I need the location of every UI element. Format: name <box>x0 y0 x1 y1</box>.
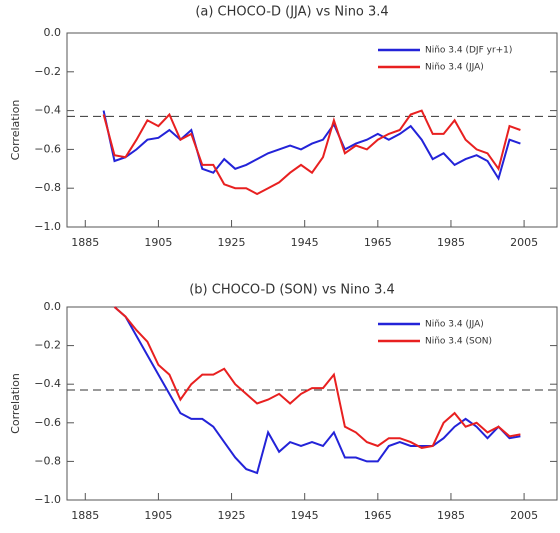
x-tick-label: 1885 <box>71 509 99 522</box>
x-tick-label: 1905 <box>144 509 172 522</box>
y-tick-label: −0.2 <box>34 339 61 352</box>
data-line <box>102 110 521 181</box>
y-tick-label: −0.8 <box>34 181 61 194</box>
x-tick-label: 2005 <box>510 236 538 249</box>
y-tick-label: −0.8 <box>34 454 61 467</box>
legend-label: Niño 3.4 (DJF yr+1) <box>425 46 512 56</box>
x-tick-label: 1965 <box>364 509 392 522</box>
y-tick-label: 0.0 <box>44 26 62 39</box>
x-tick-label: 1885 <box>71 236 99 249</box>
x-tick-label: 1965 <box>364 236 392 249</box>
y-tick-label: −1.0 <box>34 220 61 233</box>
x-tick-label: 2005 <box>510 509 538 522</box>
data-line <box>113 306 521 449</box>
x-tick-label: 1925 <box>218 509 246 522</box>
y-tick-label: −0.6 <box>34 416 61 429</box>
y-tick-label: −0.6 <box>34 142 61 155</box>
legend-label: Niño 3.4 (JJA) <box>425 320 484 330</box>
x-tick-label: 1945 <box>291 509 319 522</box>
data-line <box>102 109 521 196</box>
x-tick-label: 1925 <box>218 236 246 249</box>
chart-title: (a) CHOCO-D (JJA) vs Nino 3.4 <box>195 5 388 20</box>
legend-label: Niño 3.4 (JJA) <box>425 63 484 73</box>
chart-title: (b) CHOCO-D (SON) vs Nino 3.4 <box>189 283 395 298</box>
plot-frame <box>66 32 558 228</box>
y-tick-label: 0.0 <box>44 300 62 313</box>
y-axis-label: Correlation <box>9 100 22 161</box>
y-tick-label: −0.4 <box>34 104 61 117</box>
x-tick-label: 1945 <box>291 236 319 249</box>
legend-label: Niño 3.4 (SON) <box>425 337 492 347</box>
y-axis-label: Correlation <box>9 373 22 434</box>
y-tick-label: −0.2 <box>34 65 61 78</box>
y-tick-label: −1.0 <box>34 493 61 506</box>
data-line <box>113 306 521 475</box>
x-tick-label: 1985 <box>437 236 465 249</box>
x-tick-label: 1985 <box>437 509 465 522</box>
x-tick-label: 1905 <box>144 236 172 249</box>
y-tick-label: −0.4 <box>34 377 61 390</box>
plot-frame <box>66 306 558 501</box>
